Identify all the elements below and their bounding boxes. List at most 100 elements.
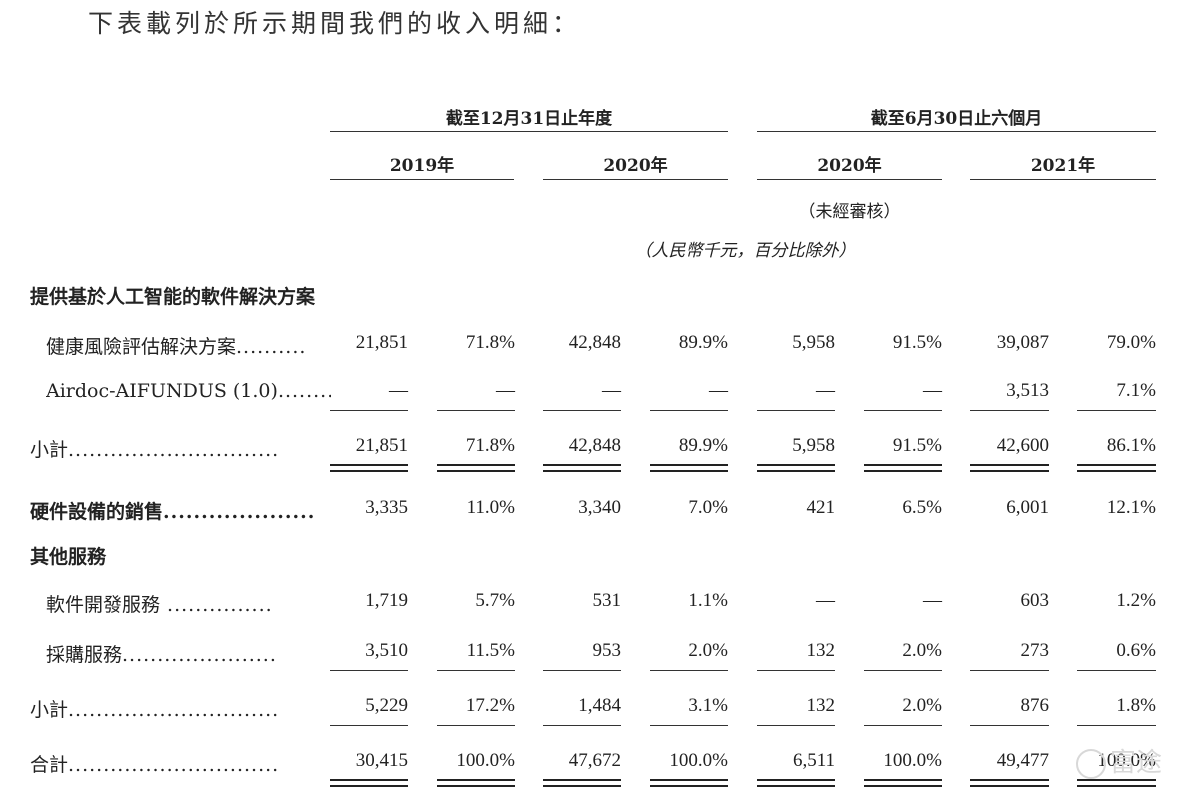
subtotal-rule [437, 670, 515, 671]
total-double-rule [757, 779, 835, 787]
amount-cell: 132 [806, 695, 836, 716]
percent-cell: 100.0% [883, 750, 942, 771]
amount-cell: 6,511 [792, 750, 835, 771]
amount-cell: 1,719 [365, 590, 408, 611]
total-double-rule [864, 779, 942, 787]
percent-cell: 86.1% [1106, 435, 1156, 456]
amount-cell: 49,477 [996, 750, 1049, 771]
year-rule [543, 179, 728, 180]
row-label-text: 硬件設備的銷售 [30, 501, 164, 523]
percent-cell: 0.6% [1116, 640, 1156, 661]
row-label-text: Airdoc-AIFUNDUS (1.0) [46, 380, 278, 402]
row-label: 採購服務...................... [46, 640, 331, 667]
total-double-rule [1077, 464, 1156, 472]
amount-cell: — [602, 380, 621, 401]
amount-cell: 21,851 [355, 332, 408, 353]
amount-cell: 3,513 [1006, 380, 1049, 401]
amount-cell: 953 [592, 640, 622, 661]
percent-cell: — [709, 380, 728, 401]
amount-cell: 42,600 [996, 435, 1049, 456]
header-rule [757, 131, 1156, 132]
amount-cell: 3,340 [578, 497, 621, 518]
row-label-text: 小計 [30, 699, 69, 721]
percent-cell: — [923, 590, 942, 611]
subtotal-rule [1077, 670, 1156, 671]
amount-cell: 6,001 [1006, 497, 1049, 518]
row-label-text: 軟件開發服務 [46, 594, 161, 616]
amount-cell: 876 [1020, 695, 1050, 716]
leader-dots: .............................. [68, 439, 280, 461]
percent-cell: 5.7% [475, 590, 515, 611]
total-double-rule [864, 464, 942, 472]
row-label-text: 健康風險評估解決方案 [46, 336, 237, 358]
watermark: 富途 [1075, 742, 1162, 779]
percent-cell: 2.0% [902, 695, 942, 716]
subtotal-rule [757, 410, 835, 411]
leader-dots: ........... [277, 380, 331, 402]
year-header: 2020年 [817, 156, 882, 176]
leader-dots: .............................. [68, 754, 280, 776]
subtotal-rule [330, 725, 408, 726]
futu-logo-icon [1075, 748, 1106, 779]
percent-cell: 100.0% [456, 750, 515, 771]
amount-cell: 5,229 [365, 695, 408, 716]
row-label-text: 提供基於人工智能的軟件解決方案 [30, 286, 315, 308]
subtotal-rule [757, 670, 835, 671]
total-double-rule [543, 464, 621, 472]
percent-cell: 2.0% [688, 640, 728, 661]
total-double-rule [1077, 779, 1156, 787]
subtotal-rule [437, 410, 515, 411]
row-label-text: 採購服務 [46, 644, 123, 666]
year-header: 2021年 [1030, 156, 1096, 176]
subtotal-rule [330, 670, 408, 671]
amount-cell: 39,087 [996, 332, 1049, 353]
percent-cell: 12.1% [1106, 497, 1156, 518]
row-label-text: 其他服務 [30, 546, 107, 568]
amount-cell: 531 [592, 590, 622, 611]
total-double-rule [543, 779, 621, 787]
amount-cell: 273 [1020, 640, 1050, 661]
amount-cell: — [389, 380, 408, 401]
subtotal-rule [970, 725, 1049, 726]
leader-dots: .............................. [68, 699, 280, 721]
amount-cell: 1,484 [578, 695, 621, 716]
intro-text: 下表載列於所示期間我們的收入明細： [88, 9, 582, 38]
unaudited-note: （未經審核） [798, 202, 901, 222]
percent-cell: 11.5% [466, 640, 515, 661]
header-rule [330, 131, 728, 132]
subtotal-rule [650, 410, 728, 411]
leader-dots: .................... [163, 501, 315, 523]
total-double-rule [650, 779, 728, 787]
row-label: 軟件開發服務 ............... [46, 590, 331, 617]
amount-cell: — [816, 380, 835, 401]
leader-dots: .......... [236, 336, 307, 358]
row-label: 小計.............................. [30, 695, 315, 722]
total-double-rule [330, 464, 408, 472]
percent-cell: — [496, 380, 515, 401]
units-note: （人民幣千元，百分比除外） [634, 241, 856, 261]
year-rule [757, 179, 942, 180]
subtotal-rule [543, 725, 621, 726]
percent-cell: 3.1% [688, 695, 728, 716]
leader-dots: ............... [160, 594, 273, 616]
percent-cell: 11.0% [466, 497, 515, 518]
row-label-text: 合計 [30, 754, 69, 776]
year-rule [330, 179, 514, 180]
amount-cell: — [816, 590, 835, 611]
percent-cell: 1.1% [688, 590, 728, 611]
amount-cell: 42,848 [568, 435, 621, 456]
subtotal-rule [543, 410, 621, 411]
total-double-rule [437, 779, 515, 787]
amount-cell: 21,851 [355, 435, 408, 456]
subtotal-rule [970, 410, 1049, 411]
total-double-rule [650, 464, 728, 472]
subtotal-rule [330, 410, 408, 411]
amount-cell: 42,848 [568, 332, 621, 353]
total-double-rule [437, 464, 515, 472]
percent-cell: 1.8% [1116, 695, 1156, 716]
percent-cell: 71.8% [465, 435, 515, 456]
subtotal-rule [864, 670, 942, 671]
percent-cell: 100.0% [1097, 750, 1156, 771]
row-label: 硬件設備的銷售.................... [30, 497, 315, 524]
amount-cell: 5,958 [792, 332, 835, 353]
